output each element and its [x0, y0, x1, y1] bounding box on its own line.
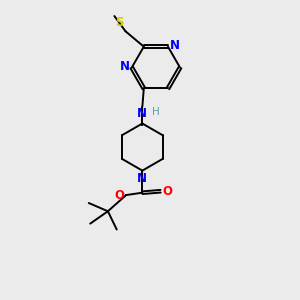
Text: N: N [120, 60, 130, 73]
Text: O: O [115, 189, 125, 202]
Text: N: N [137, 172, 147, 185]
Text: S: S [116, 16, 124, 29]
Text: N: N [170, 39, 180, 52]
Text: N: N [137, 107, 147, 120]
Text: H: H [152, 107, 160, 117]
Text: O: O [162, 185, 172, 198]
